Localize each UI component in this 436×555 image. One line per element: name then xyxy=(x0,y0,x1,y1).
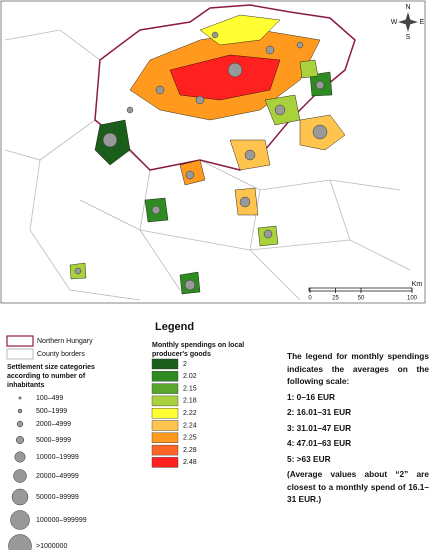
legend-label: County borders xyxy=(37,351,85,358)
spend-swatch xyxy=(151,444,179,456)
spend-swatch xyxy=(151,457,179,468)
legend-swatch xyxy=(6,335,34,347)
size-label: 20000–49999 xyxy=(36,473,79,480)
spend-swatch xyxy=(151,371,179,382)
settlement xyxy=(151,205,161,215)
scale-label: 25 xyxy=(332,296,339,302)
size-symbol xyxy=(8,534,32,555)
scale-unit: Km xyxy=(412,281,423,288)
settlement xyxy=(265,45,275,55)
spend-swatch xyxy=(151,420,179,431)
legend-title: Legend xyxy=(155,321,194,333)
settlement xyxy=(239,196,251,208)
spend-title: producer's goods xyxy=(152,351,211,358)
size-label: 50000–99999 xyxy=(36,494,79,501)
size-symbol xyxy=(11,488,29,506)
settlement xyxy=(244,149,256,161)
spend-swatch xyxy=(151,358,179,370)
spend-title: Monthly spendings on local xyxy=(152,342,244,349)
legend-swatch xyxy=(6,348,34,360)
settlement xyxy=(274,104,286,116)
note-intro: The legend for monthly spendings indicat… xyxy=(287,351,429,386)
settlement xyxy=(126,106,134,114)
scale-label: 50 xyxy=(358,296,365,302)
settlement xyxy=(211,31,219,39)
size-title: Settlement size categories xyxy=(7,364,95,371)
size-symbol xyxy=(13,469,27,483)
note-item: 4: 47.01–63 EUR xyxy=(287,438,352,448)
settlement xyxy=(74,267,82,275)
spend-label: 2.18 xyxy=(183,398,197,405)
size-label: 100000–999999 xyxy=(36,517,87,524)
compass-w: W xyxy=(391,19,398,26)
spend-swatch xyxy=(151,408,179,419)
spend-swatch xyxy=(151,395,179,407)
size-legend: Settlement size categories according to n… xyxy=(7,364,95,555)
spend-label: 2.24 xyxy=(183,422,197,429)
settlement xyxy=(195,95,205,105)
scale-label: 0 xyxy=(308,296,312,302)
size-label: >1000000 xyxy=(36,543,67,550)
compass-n: N xyxy=(405,4,410,11)
size-symbol xyxy=(14,451,26,463)
scale-label: 100 xyxy=(407,296,418,302)
note-items: 1: 0–16 EUR 2: 16.01–31 EUR 3: 31.01–47 EU… xyxy=(287,391,429,466)
settlement xyxy=(227,62,243,78)
spend-swatch xyxy=(151,383,179,394)
scale-bar: Km 0 25 50 100 xyxy=(308,281,422,302)
compass-rose xyxy=(398,12,418,32)
legend-label: Northern Hungary xyxy=(37,338,93,345)
note-footer: (Average values about “2” are closest to… xyxy=(287,469,429,504)
size-label: 500–1999 xyxy=(36,408,67,415)
county-border xyxy=(29,159,141,301)
settlement-circles xyxy=(74,31,328,291)
settlement xyxy=(315,80,325,90)
spend-label: 2.28 xyxy=(183,447,197,454)
scale-box xyxy=(308,287,413,292)
size-label: 10000–19999 xyxy=(36,454,79,461)
compass: N S E W xyxy=(391,4,425,41)
size-label: 2000–4999 xyxy=(36,421,71,428)
size-symbol xyxy=(15,435,25,445)
settlement xyxy=(155,85,165,95)
spend-swatch xyxy=(151,432,179,443)
settlement xyxy=(185,170,195,180)
spend-label: 2 xyxy=(183,361,187,368)
note-item: 3: 31.01–47 EUR xyxy=(287,422,352,433)
size-label: 100–499 xyxy=(36,395,63,402)
spend-label: 2.02 xyxy=(183,373,197,380)
scale-note: The legend for monthly spendings indicat… xyxy=(287,350,429,506)
compass-s: S xyxy=(406,34,411,41)
spend-legend: Monthly spendings on local producer's goo… xyxy=(151,342,244,468)
size-symbol xyxy=(16,420,24,428)
size-symbol xyxy=(18,396,22,400)
settlement xyxy=(184,279,196,291)
patch xyxy=(169,54,281,101)
size-symbol xyxy=(17,408,23,414)
size-title: according to number of xyxy=(7,373,86,380)
note-item: 1: 0–16 EUR xyxy=(287,391,335,402)
size-symbol xyxy=(10,510,30,530)
note-item: 2: 16.01–31 EUR xyxy=(287,407,352,417)
note-item: 5: >63 EUR xyxy=(287,453,331,464)
compass-e: E xyxy=(420,19,425,26)
settlement xyxy=(102,132,118,148)
spend-label: 2.22 xyxy=(183,410,197,417)
patch xyxy=(299,59,319,79)
settlement xyxy=(296,41,304,49)
spend-label: 2.15 xyxy=(183,385,197,392)
size-title: inhabitants xyxy=(7,382,44,389)
spend-label: 2.48 xyxy=(183,459,197,466)
county-border xyxy=(79,199,351,251)
spend-label: 2.25 xyxy=(183,435,197,442)
size-label: 5000–9999 xyxy=(36,437,71,444)
patch xyxy=(199,14,281,46)
settlement xyxy=(312,124,328,140)
settlement xyxy=(263,229,273,239)
